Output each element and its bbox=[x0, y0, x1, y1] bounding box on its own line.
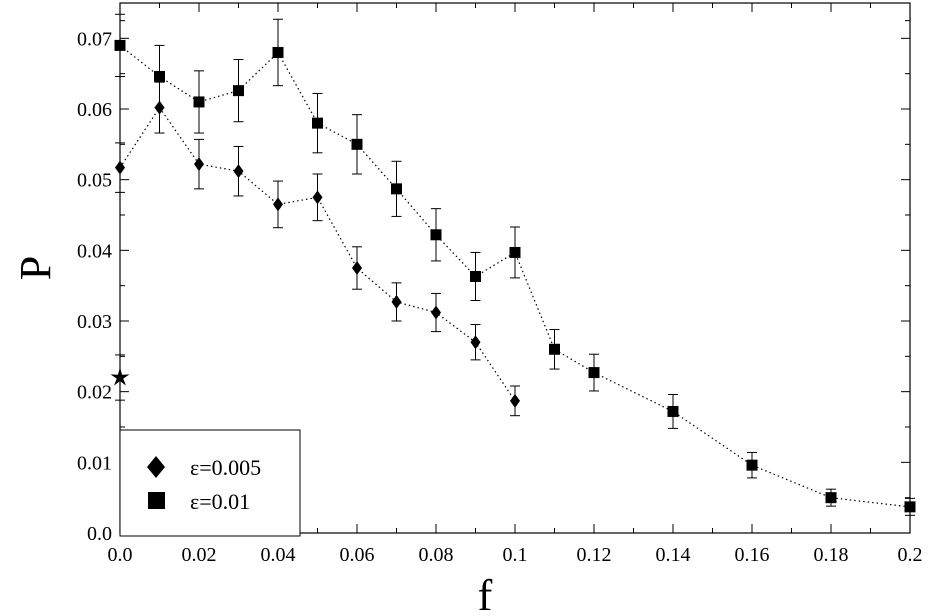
series-star bbox=[110, 354, 130, 401]
y-tick-label: 0.01 bbox=[77, 452, 112, 474]
diamond-point bbox=[470, 335, 481, 350]
y-tick-label: 0.02 bbox=[77, 382, 112, 404]
y-tick-label: 0.05 bbox=[77, 170, 112, 192]
square-point bbox=[114, 39, 126, 51]
legend: ε=0.005 ε=0.01 bbox=[119, 429, 301, 537]
square-point bbox=[233, 85, 244, 97]
diamond-point bbox=[233, 164, 244, 179]
y-tick-label: 0.03 bbox=[77, 311, 112, 333]
x-tick-label: 0.02 bbox=[182, 544, 217, 566]
x-tick-label: 0.12 bbox=[577, 544, 612, 566]
legend-square-marker bbox=[148, 492, 165, 509]
square-point bbox=[154, 70, 165, 82]
y-tick-label: 0.06 bbox=[77, 99, 112, 121]
x-tick-label: 0.18 bbox=[814, 544, 849, 566]
diamond-point bbox=[510, 393, 520, 408]
x-axis-label: f bbox=[478, 571, 493, 616]
y-axis-label: P bbox=[11, 256, 60, 280]
square-point bbox=[470, 270, 481, 282]
square-point bbox=[746, 459, 758, 471]
x-tick-label: 0.1 bbox=[503, 544, 528, 566]
x-tick-label: 0.2 bbox=[898, 544, 923, 566]
series-diamond bbox=[115, 81, 520, 417]
diamond-point bbox=[352, 261, 362, 275]
series-square bbox=[114, 13, 916, 516]
legend-box bbox=[119, 429, 301, 537]
legend-diamond-marker bbox=[147, 456, 165, 478]
y-tick-label: 0.07 bbox=[77, 28, 112, 50]
legend-label-eps-0005: ε=0.005 bbox=[190, 455, 261, 480]
square-point bbox=[549, 343, 560, 355]
diamond-point bbox=[115, 160, 125, 175]
square-point bbox=[825, 492, 837, 504]
diamond-point bbox=[194, 157, 204, 172]
x-tick-label: 0.08 bbox=[419, 544, 454, 566]
x-tick-label: 0.14 bbox=[656, 544, 691, 566]
square-point bbox=[430, 229, 442, 241]
diamond-point bbox=[312, 190, 323, 205]
star-point bbox=[110, 367, 130, 386]
axes: 0.0 0.02 0.04 0.06 0.08 0.1 0.12 0.14 0.16 0.18 0.… bbox=[77, 3, 923, 566]
square-point bbox=[193, 96, 205, 108]
square-point bbox=[391, 183, 402, 195]
square-point bbox=[588, 367, 600, 379]
x-tick-label: 0.06 bbox=[340, 544, 375, 566]
x-tick-label: 0.0 bbox=[108, 544, 133, 566]
legend-label-eps-001: ε=0.01 bbox=[190, 489, 250, 514]
square-point bbox=[272, 46, 284, 58]
diamond-point bbox=[273, 197, 283, 212]
diamond-point bbox=[431, 305, 441, 320]
diamond-point bbox=[391, 294, 402, 309]
x-tick-label: 0.16 bbox=[735, 544, 770, 566]
series-line bbox=[119, 106, 516, 402]
y-tick-label: 0.04 bbox=[77, 240, 112, 262]
data-series bbox=[110, 13, 916, 516]
square-point bbox=[351, 138, 363, 150]
square-point bbox=[904, 501, 916, 513]
y-tick-label: 0.0 bbox=[87, 523, 112, 545]
square-point bbox=[509, 246, 521, 258]
square-point bbox=[667, 405, 679, 417]
x-tick-label: 0.04 bbox=[261, 544, 296, 566]
square-point bbox=[312, 117, 323, 129]
